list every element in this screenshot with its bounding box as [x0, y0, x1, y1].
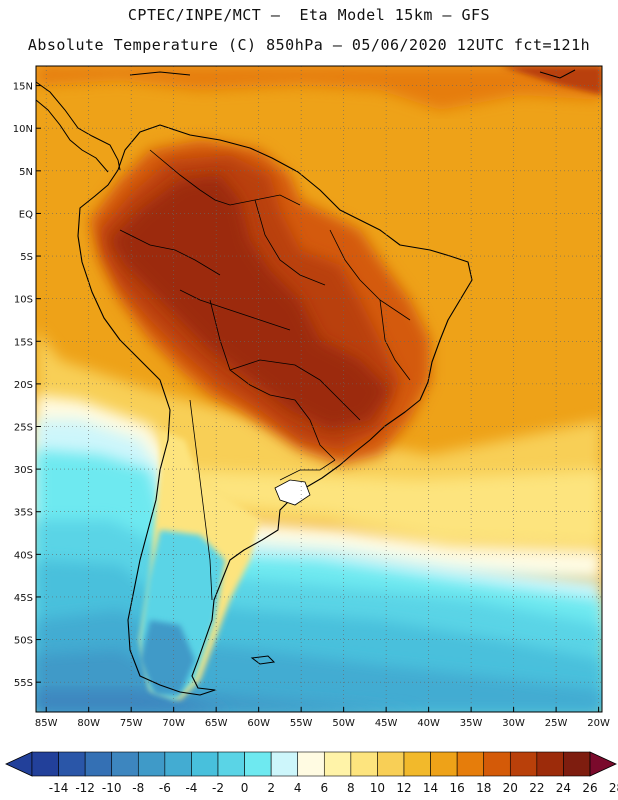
lat-label: 5S: [20, 252, 33, 263]
lon-label: 25W: [545, 718, 568, 729]
lat-label: 55S: [14, 678, 33, 689]
colorbar-swatch: [111, 751, 139, 777]
blue-darkest-band: [36, 690, 230, 712]
latitude-labels: 15N 10N 5N EQ 5S 10S 15S 20S 25S 30S 35S 40S 45S 50S 5…: [13, 82, 33, 690]
colorbar-swatch: [509, 751, 538, 777]
lon-label: 50W: [332, 718, 355, 729]
colorbar-label: 8: [347, 781, 355, 795]
north-hot-band: [36, 66, 602, 110]
colorbar-label: -6: [159, 781, 171, 795]
lat-label: EQ: [19, 209, 33, 220]
colorbar-label: 26: [582, 781, 597, 795]
colorbar-label: 18: [476, 781, 491, 795]
colorbar-swatch: [58, 751, 86, 777]
colorbar-label: -12: [75, 781, 95, 795]
map-subtitle: Absolute Temperature (C) 850hPa – 05/06/…: [27, 36, 591, 54]
colorbar-label: -14: [49, 781, 69, 795]
caribbean-islands: [129, 71, 191, 76]
colorbar-swatch: [483, 751, 511, 777]
lat-label: 10S: [14, 295, 33, 306]
longitude-labels: 85W 80W 75W 70W 65W 60W 55W 50W 45W 40W 35W 30W 25W 2…: [35, 718, 610, 729]
colorbar-label: 6: [320, 781, 328, 795]
colorbar-label: 0: [241, 781, 249, 795]
colorbar-high-arrow: [589, 751, 617, 777]
colorbar-swatch: [244, 751, 272, 777]
caribbean-hot-spot: [500, 66, 602, 95]
colorbar-swatch: [323, 751, 352, 777]
lon-label: 20W: [587, 718, 610, 729]
lat-label: 50S: [14, 636, 33, 647]
central-america-coastline: [36, 81, 121, 171]
colorbar-swatch: [456, 751, 485, 777]
lon-label: 60W: [247, 718, 270, 729]
map-title: CPTEC/INPE/MCT – Eta Model 15km – GFS: [127, 6, 491, 24]
colorbar-low-arrow: [5, 751, 33, 777]
colorbar-swatch: [270, 751, 299, 777]
colorbar-label: 16: [450, 781, 465, 795]
lon-label: 75W: [120, 718, 143, 729]
lon-label: 55W: [290, 718, 313, 729]
country-borders: [119, 149, 411, 601]
colorbar-label: 4: [294, 781, 302, 795]
colorbar-swatch: [350, 751, 378, 777]
colorbar-label: -8: [132, 781, 144, 795]
central-america-pacific-coast: [36, 99, 109, 173]
colorbar-swatch: [536, 751, 564, 777]
colorbar-label: 14: [423, 781, 438, 795]
lon-label: 30W: [502, 718, 525, 729]
lon-label: 45W: [375, 718, 398, 729]
map-frame: [35, 65, 603, 713]
colorbar-label: 22: [529, 781, 544, 795]
colorbar-label: 20: [503, 781, 518, 795]
colorbar-label: -2: [212, 781, 224, 795]
colorbar-label: -10: [102, 781, 122, 795]
colorbar-swatch: [563, 751, 591, 777]
colorbar-swatch: [377, 751, 405, 777]
lesser-antilles: [539, 69, 576, 79]
lat-label: 40S: [14, 550, 33, 561]
falkland-islands: [250, 655, 276, 665]
colorbar-swatch: [430, 751, 458, 777]
lon-label: 40W: [417, 718, 440, 729]
colorbar-label: 24: [556, 781, 571, 795]
land-hottest-zone: [110, 175, 390, 430]
temperature-field: [36, 66, 602, 712]
lat-label: 20S: [14, 380, 33, 391]
colorbar-label: -4: [185, 781, 197, 795]
lat-label: 35S: [14, 508, 33, 519]
lon-label: 65W: [205, 718, 228, 729]
lat-label: 15N: [13, 82, 33, 93]
colorbar-swatch: [403, 751, 431, 777]
lat-label: 30S: [14, 465, 33, 476]
lat-label: 10N: [13, 124, 33, 135]
colorbar-label: 12: [396, 781, 411, 795]
colorbar-label: 2: [267, 781, 275, 795]
colorbar-swatch: [31, 751, 59, 777]
colorbar-label: 28: [609, 781, 618, 795]
colorbar: -14 -12 -10 -8 -6 -4 -2 0 2 4 6 8 10 12 14 16 18 20 22 24 26…: [5, 751, 618, 795]
lat-label: 5N: [19, 167, 33, 178]
colorbar-swatch: [137, 751, 166, 777]
lon-label: 80W: [77, 718, 100, 729]
patagonia-cold: [140, 620, 195, 695]
lat-label: 45S: [14, 593, 33, 604]
graticule: [36, 66, 602, 712]
colorbar-label: 10: [370, 781, 385, 795]
lon-label: 35W: [460, 718, 483, 729]
colorbar-swatch: [217, 751, 245, 777]
lat-label: 25S: [14, 422, 33, 433]
lat-label: 15S: [14, 337, 33, 348]
colorbar-swatch: [191, 751, 219, 777]
lon-label: 85W: [35, 718, 58, 729]
colorbar-swatch: [164, 751, 192, 777]
colorbar-swatch: [84, 751, 113, 777]
lon-label: 70W: [162, 718, 185, 729]
colorbar-swatch: [297, 751, 325, 777]
